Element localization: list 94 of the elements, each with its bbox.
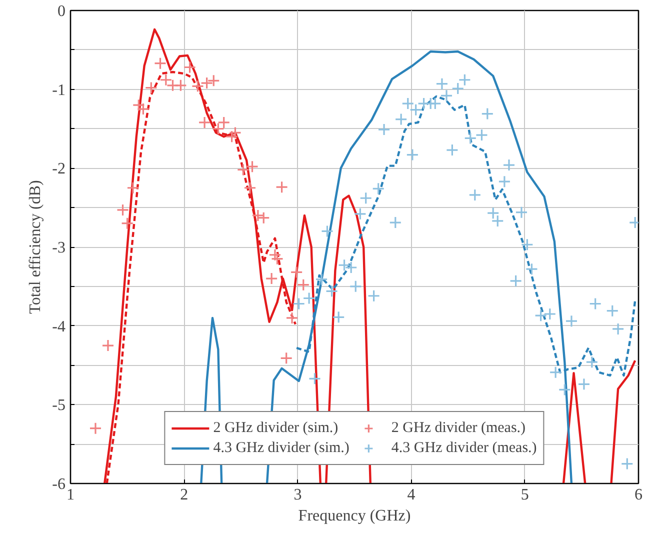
point (525, 262, 538, 276)
point (121, 217, 134, 230)
point (464, 132, 477, 145)
x-tick-label: 1 (66, 486, 74, 504)
point (257, 212, 270, 224)
point (236, 163, 250, 176)
point (486, 206, 500, 220)
point (360, 192, 372, 204)
point (606, 304, 619, 318)
y-axis-title: Total efficiency (dB) (27, 180, 44, 314)
point (520, 238, 534, 251)
point (481, 107, 494, 120)
point (338, 258, 351, 272)
x-tick-label: 6 (634, 486, 642, 504)
x-tick-label: 2 (180, 486, 188, 504)
point (620, 457, 634, 470)
x-tick-label: 3 (294, 486, 302, 504)
point (378, 123, 390, 136)
point (428, 97, 442, 110)
point (498, 175, 511, 188)
point (544, 308, 556, 320)
point (372, 182, 385, 195)
point (226, 130, 238, 143)
y-tick-label: -5 (52, 397, 66, 414)
point (612, 322, 624, 336)
legend-label: 2 GHz divider (meas.) (391, 420, 526, 436)
point (578, 378, 590, 390)
point (268, 248, 282, 262)
point (332, 310, 345, 324)
point (325, 284, 338, 298)
point (491, 214, 504, 228)
point (198, 116, 211, 129)
point (290, 266, 303, 279)
point (468, 188, 482, 202)
point (308, 372, 322, 385)
point (302, 292, 316, 305)
point (270, 252, 284, 266)
point (265, 272, 278, 285)
y-tick-label: -1 (52, 82, 66, 99)
point (406, 148, 419, 162)
point (183, 60, 196, 74)
point (510, 274, 522, 288)
point (475, 128, 488, 142)
point (436, 78, 448, 90)
y-tick-label: -6 (52, 476, 66, 493)
point (144, 81, 158, 94)
point (154, 57, 167, 70)
point (440, 89, 453, 102)
point (275, 180, 288, 194)
point (549, 366, 562, 379)
point (402, 97, 414, 110)
point (515, 206, 528, 219)
point (136, 102, 150, 116)
point (320, 224, 334, 238)
point (116, 204, 130, 216)
point (534, 309, 548, 322)
point (252, 209, 264, 222)
x-tick-label: 5 (520, 486, 529, 504)
point (246, 160, 259, 173)
point (586, 356, 598, 368)
x-tick-label: 4 (407, 486, 416, 504)
point (589, 297, 602, 310)
point (174, 79, 187, 92)
y-tick-label: 0 (58, 3, 66, 20)
point (394, 112, 408, 126)
point (565, 314, 578, 328)
y-tick-label: -2 (52, 160, 66, 178)
point (349, 280, 362, 293)
point (446, 144, 458, 156)
legend-label: 4.3 GHz divider (sim.) (213, 440, 350, 456)
point (368, 290, 380, 302)
point (558, 383, 571, 396)
point (132, 98, 145, 112)
point (502, 158, 516, 172)
legend-label: 4.3 GHz divider (meas.) (391, 440, 537, 456)
point (244, 182, 256, 194)
point (228, 126, 242, 139)
point (286, 312, 298, 324)
x-axis-title: Frequency (GHz) (298, 508, 411, 524)
point (191, 80, 204, 92)
y-tick-label: -4 (52, 318, 66, 336)
point (160, 74, 172, 86)
legend-label: 2 GHz divider (sim.) (213, 420, 338, 436)
point (344, 261, 358, 274)
point (389, 216, 402, 229)
point (315, 273, 328, 286)
point (280, 352, 293, 364)
point (102, 339, 114, 352)
point (297, 278, 310, 292)
y-tick-label: -3 (52, 240, 66, 256)
point (89, 422, 102, 435)
point (292, 297, 306, 310)
point (354, 208, 366, 220)
point (126, 182, 140, 194)
